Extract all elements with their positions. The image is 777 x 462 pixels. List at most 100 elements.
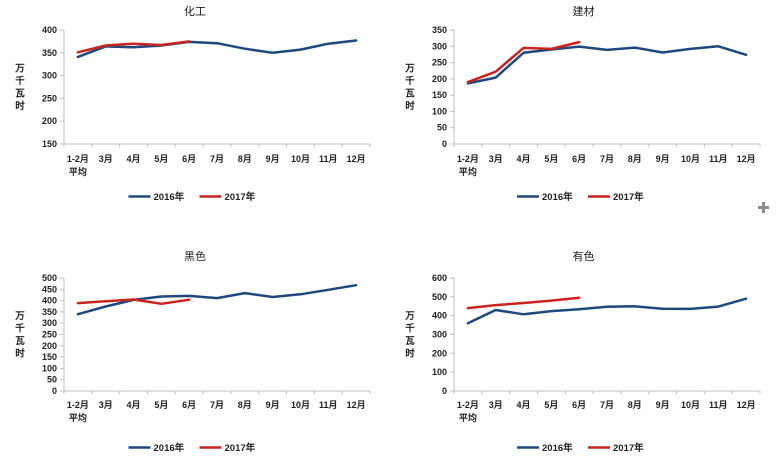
y-axis-tick-label: 450 xyxy=(42,284,57,294)
x-axis-tick-label: 8月 xyxy=(628,154,642,164)
y-axis-tick-label: 150 xyxy=(42,352,57,362)
fill-handle-plus-cursor xyxy=(758,202,769,213)
y-axis-title-char: 千 xyxy=(15,75,25,87)
y-axis-tick-label: 300 xyxy=(42,71,57,81)
y-axis-tick-label: 150 xyxy=(432,90,447,100)
x-axis-tick-label: 9月 xyxy=(656,400,670,410)
x-axis-tick-label: 8月 xyxy=(238,154,252,164)
chart-title: 化工 xyxy=(184,4,206,18)
x-axis-tick-label: 9月 xyxy=(266,154,280,164)
y-axis-tick-label: 250 xyxy=(432,58,447,68)
y-axis-tick-label: 350 xyxy=(432,25,447,35)
y-axis-title-char: 瓦 xyxy=(15,336,25,347)
x-axis-tick-label: 11月 xyxy=(709,400,728,410)
y-axis-title-char: 瓦 xyxy=(15,88,25,99)
x-axis-tick-label: 12月 xyxy=(737,400,756,410)
x-axis-tick-label: 1-2月 xyxy=(457,154,479,164)
x-axis-tick-label: 7月 xyxy=(600,154,614,164)
x-axis-tick-label: 6月 xyxy=(572,400,586,410)
y-axis-tick-label: 0 xyxy=(442,386,447,396)
x-axis-tick-label: 11月 xyxy=(709,154,728,164)
x-axis-tick-label: 6月 xyxy=(182,154,196,164)
y-axis-tick-label: 250 xyxy=(42,330,57,340)
chart-panel-nonferrous: 有色 0 100 200 300 400 500 600 1-2月 平均 3月 4月 5月 6月 7月 8月 9… xyxy=(390,230,777,462)
x-axis-tick-label: 5月 xyxy=(154,154,168,164)
x-axis-tick-label: 8月 xyxy=(238,400,252,410)
y-axis-tick-label: 0 xyxy=(442,139,447,149)
x-axis-tick-label: 1-2月 xyxy=(457,400,479,410)
x-axis-tick-label: 4月 xyxy=(517,154,531,164)
x-axis-tick-label: 9月 xyxy=(266,400,280,410)
y-axis-tick-label: 150 xyxy=(42,139,57,149)
legend-label-2016: 2016年 xyxy=(542,191,573,203)
chart-panel-chemical: 化工 150 200 250 300 350 400 1-2月 平均 3月 4月 5月 6月 7月 8月 9月… xyxy=(0,0,390,230)
y-axis-tick-label: 400 xyxy=(42,296,57,306)
legend-label-2016: 2016年 xyxy=(154,442,185,454)
y-axis-title-char: 千 xyxy=(15,322,25,334)
y-axis-tick-label: 50 xyxy=(437,123,447,133)
x-axis-tick-label: 7月 xyxy=(210,154,224,164)
y-axis-tick-label: 300 xyxy=(432,41,447,51)
legend-label-2017: 2017年 xyxy=(225,191,256,203)
y-axis-tick-label: 200 xyxy=(42,116,57,126)
y-axis-title-char: 时 xyxy=(405,347,415,359)
y-axis-tick-label: 0 xyxy=(52,386,57,396)
x-axis-tick-label: 10月 xyxy=(291,154,310,164)
series-line-2016 xyxy=(466,45,748,85)
legend-label-2017: 2017年 xyxy=(613,191,644,203)
x-axis-tick-label: 7月 xyxy=(210,400,224,410)
legend-label-2016: 2016年 xyxy=(154,191,185,203)
y-axis-tick-label: 500 xyxy=(432,292,447,302)
chart-panel-ferrous: 黑色 0 50 100 150 200 250 300 350 400 450 500 1-2月 平均 3月… xyxy=(0,230,390,462)
series-line-2016 xyxy=(76,39,358,59)
legend-label-2017: 2017年 xyxy=(613,442,644,454)
x-axis-tick-label: 12月 xyxy=(737,154,756,164)
x-axis-tick-label: 平均 xyxy=(459,166,477,177)
x-axis-tick-label: 3月 xyxy=(99,154,113,164)
chart-title: 有色 xyxy=(573,249,595,263)
x-axis-tick-label: 5月 xyxy=(154,400,168,410)
series-line-2017 xyxy=(76,40,191,54)
y-axis-title-char: 千 xyxy=(405,75,415,87)
x-axis-tick-label: 4月 xyxy=(517,400,531,410)
x-axis-tick-label: 3月 xyxy=(489,400,503,410)
chart-title: 建材 xyxy=(573,4,595,18)
y-axis-tick-label: 200 xyxy=(42,341,57,351)
x-axis-tick-label: 10月 xyxy=(291,400,310,410)
x-axis-tick-label: 5月 xyxy=(544,400,558,410)
x-axis-tick-label: 4月 xyxy=(127,154,141,164)
y-axis-tick-label: 600 xyxy=(432,273,447,283)
x-axis-tick-label: 11月 xyxy=(319,154,338,164)
y-axis-tick-label: 300 xyxy=(42,318,57,328)
x-axis-tick-label: 平均 xyxy=(69,412,87,423)
x-axis-tick-label: 8月 xyxy=(628,400,642,410)
y-axis-tick-label: 350 xyxy=(42,307,57,317)
x-axis-tick-label: 12月 xyxy=(347,154,366,164)
x-axis-tick-label: 10月 xyxy=(681,400,700,410)
x-axis-tick-label: 1-2月 xyxy=(67,154,89,164)
x-axis-tick-label: 7月 xyxy=(600,400,614,410)
y-axis-tick-label: 500 xyxy=(42,273,57,283)
x-axis-tick-label: 平均 xyxy=(69,166,87,177)
x-axis-tick-label: 3月 xyxy=(99,400,113,410)
y-axis-title-char: 万 xyxy=(14,63,25,74)
y-axis-tick-label: 350 xyxy=(42,48,57,58)
y-axis-tick-label: 200 xyxy=(432,74,447,84)
y-axis-title-char: 万 xyxy=(404,63,415,74)
x-axis-tick-label: 6月 xyxy=(572,154,586,164)
y-axis-tick-label: 100 xyxy=(432,367,447,377)
x-axis-tick-label: 平均 xyxy=(459,412,477,423)
y-axis-title-char: 时 xyxy=(15,347,25,359)
y-axis-tick-label: 200 xyxy=(432,348,447,358)
y-axis-title-char: 万 xyxy=(14,311,25,322)
y-axis-title-char: 千 xyxy=(405,322,415,334)
y-axis-tick-label: 400 xyxy=(42,25,57,35)
y-axis-title-char: 时 xyxy=(405,100,415,112)
x-axis-tick-label: 11月 xyxy=(319,400,338,410)
series-line-2017 xyxy=(466,296,581,310)
